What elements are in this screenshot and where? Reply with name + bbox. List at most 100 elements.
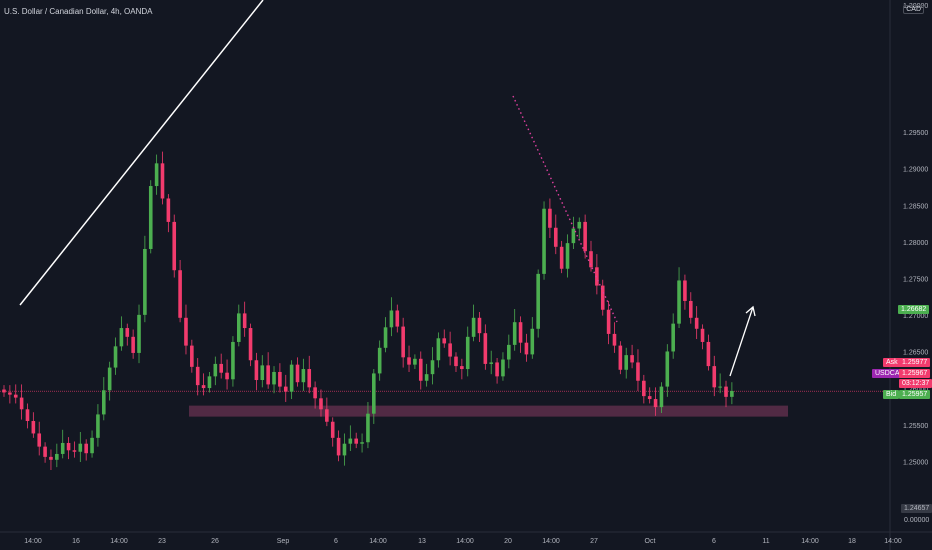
chart-title: U.S. Dollar / Canadian Dollar, 4h, OANDA: [4, 7, 153, 16]
candle-body: [612, 333, 617, 346]
candle-body: [477, 317, 482, 334]
candle-body: [624, 355, 629, 370]
countdown-tag: 03:12:37: [899, 379, 932, 388]
candle-body: [25, 409, 30, 422]
candle-body: [19, 397, 24, 410]
candle-body: [13, 394, 18, 398]
x-tick-label: 14:00: [456, 538, 474, 545]
candle-body: [237, 313, 241, 342]
candle-body: [389, 310, 394, 328]
candle-body: [8, 392, 12, 395]
y-tick-label: 1.29000: [903, 167, 928, 174]
candle-body: [665, 351, 670, 387]
candle-body: [524, 342, 529, 355]
ask-price-tag: 1.25977: [899, 358, 931, 367]
x-tick-label: 14:00: [542, 538, 560, 545]
bid-label: Bid: [883, 390, 900, 399]
candle-body: [260, 365, 265, 381]
candle-body: [471, 317, 476, 337]
candle-body: [548, 208, 552, 228]
bid-price-tag: 1.25957: [899, 390, 931, 399]
y-tick-label: 1.26000: [903, 386, 928, 393]
y-tick-label: 1.30000: [903, 3, 928, 10]
x-tick-label: 14:00: [369, 538, 387, 545]
candle-body: [96, 414, 100, 438]
candle-body: [319, 398, 323, 410]
candle-body: [31, 421, 36, 434]
candle-body: [483, 333, 488, 364]
candle-body: [413, 358, 417, 365]
candle-body: [559, 246, 564, 269]
x-tick-label: 14:00: [110, 538, 128, 545]
candle-body: [724, 386, 728, 397]
candle-body: [131, 336, 135, 353]
y-tick-label: 1.25000: [903, 460, 928, 467]
candle-body: [372, 373, 376, 414]
x-tick-label: 16: [72, 538, 80, 545]
candle-body: [366, 413, 370, 443]
candle-body: [530, 328, 535, 355]
candle-body: [442, 338, 447, 344]
candle-body: [178, 270, 182, 318]
candle-body: [606, 309, 611, 334]
y-tick-label: 1.25500: [903, 423, 928, 430]
currency-button[interactable]: CAD: [903, 5, 924, 14]
support-zone: [189, 405, 788, 417]
x-tick-label: 14:00: [884, 538, 902, 545]
candle-body: [518, 322, 523, 343]
candle-body: [313, 387, 317, 399]
candle-body: [501, 359, 505, 377]
candle-body: [418, 358, 423, 381]
ascending-trendline: [19, 0, 264, 306]
candle-body: [718, 386, 722, 388]
candle-body: [677, 280, 681, 324]
candle-body: [694, 317, 699, 329]
candle-body: [278, 371, 282, 387]
candle-body: [254, 360, 259, 381]
candle-body: [636, 362, 640, 381]
candle-body: [360, 442, 364, 444]
candle-body: [166, 198, 171, 222]
candle-body: [154, 163, 159, 187]
candle-body: [72, 450, 77, 452]
x-tick-label: Oct: [645, 538, 656, 545]
candle-body: [55, 453, 59, 460]
candle-body: [595, 267, 599, 286]
candle-body: [542, 208, 546, 274]
candle-body: [201, 385, 206, 389]
candle-body: [424, 374, 429, 381]
candle-body: [172, 221, 177, 271]
x-tick-label: 6: [334, 538, 338, 545]
candle-body: [454, 356, 458, 367]
y-tick-label: 1.28500: [903, 203, 928, 210]
candle-body: [659, 386, 664, 408]
candle-body: [448, 343, 452, 357]
candle-body: [630, 355, 634, 363]
candle-body: [706, 341, 711, 367]
candle-body: [307, 369, 312, 388]
candle-body: [430, 360, 435, 375]
y-tick-label: 1.29500: [903, 130, 928, 137]
candle-body: [225, 372, 229, 380]
candle-body: [730, 390, 734, 397]
x-tick-label: 23: [158, 538, 166, 545]
candle-body: [489, 362, 494, 364]
candle-body: [395, 310, 400, 327]
x-tick-label: 11: [762, 538, 769, 545]
candle-body: [348, 438, 353, 444]
candle-body: [583, 221, 587, 252]
candle-body: [589, 251, 593, 268]
x-tick-label: 18: [848, 538, 856, 545]
candle-body: [336, 437, 341, 456]
candle-body: [213, 363, 218, 377]
candle-body: [125, 328, 130, 337]
up-arrow-head: [745, 305, 756, 317]
symbol-label: USDCAD: [872, 369, 908, 378]
candle-body: [325, 409, 329, 422]
candle-body: [289, 364, 294, 392]
bottom-price-tag: 1.24657: [901, 504, 932, 513]
candle-body: [342, 443, 347, 456]
candle-body: [536, 273, 540, 329]
candle-body: [507, 344, 511, 360]
